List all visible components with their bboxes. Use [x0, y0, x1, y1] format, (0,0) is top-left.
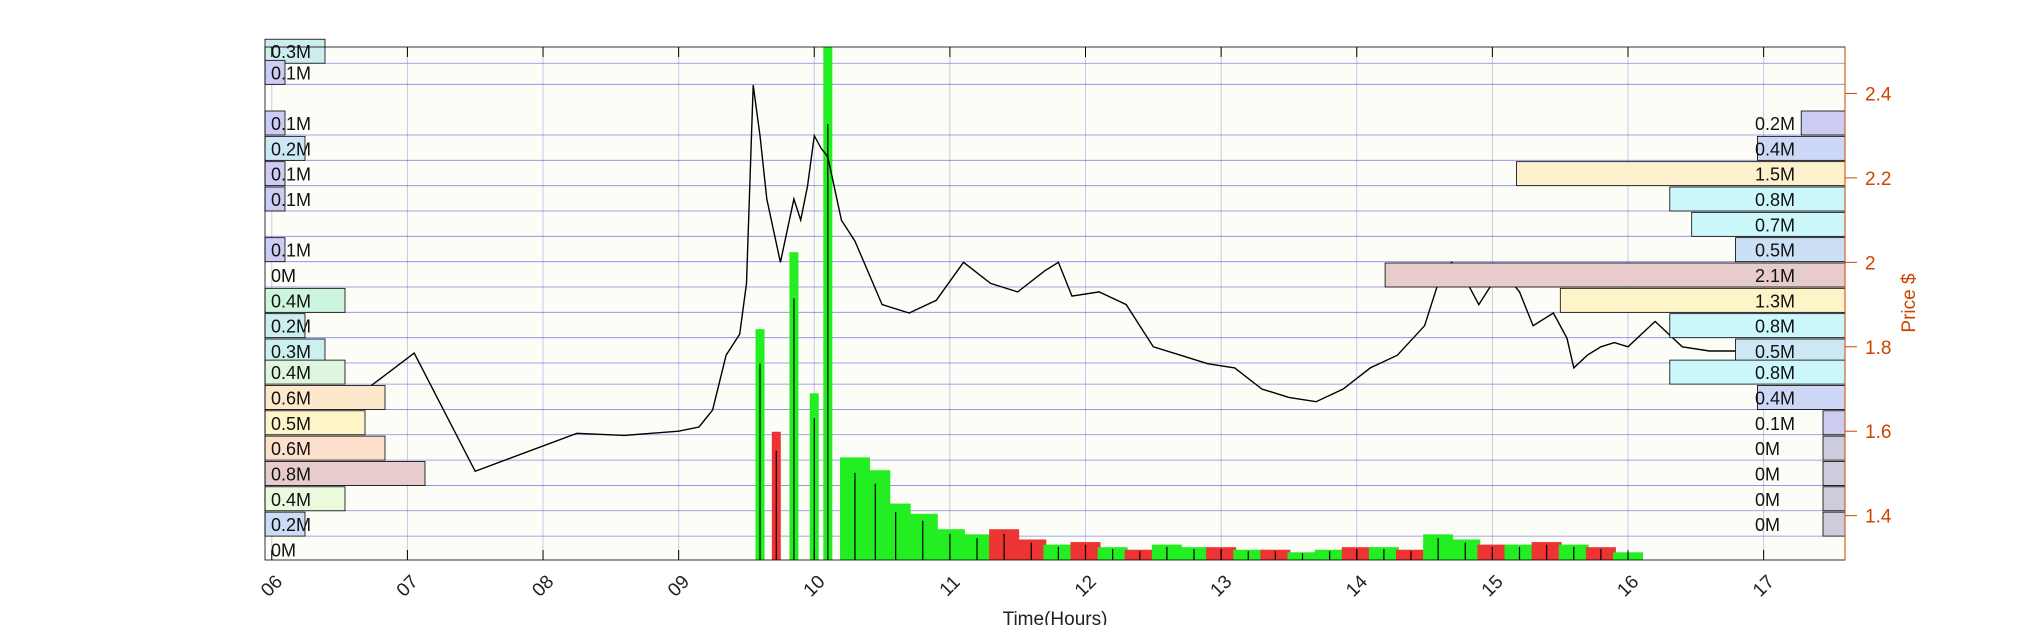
volume-profile-label: 0.8M: [271, 464, 311, 484]
volume-profile-label: 0.6M: [271, 388, 311, 408]
volume-profile-bar: [264, 511, 306, 537]
volume-profile-label: 0.2M: [271, 515, 311, 535]
x-tick-label: 17: [1749, 571, 1779, 601]
volume-profile-bar: [1822, 486, 1846, 512]
volume-profile-bar: [264, 338, 326, 364]
volume-profile-label: 0.4M: [1755, 388, 1795, 408]
price-series: [366, 84, 1737, 560]
volume-profile-bar: [1516, 161, 1846, 187]
y-axis-label: Price $: [1899, 273, 1920, 333]
volume-profile-label: 0.6M: [271, 439, 311, 459]
volume-profile-label: 0.4M: [271, 291, 311, 311]
x-tick-label: 07: [393, 571, 423, 601]
x-tick-label: 12: [1071, 571, 1101, 601]
volume-profile-bar: [264, 135, 306, 161]
volume-profile-bar: [1669, 359, 1846, 385]
volume-profile-bar: [1735, 237, 1846, 263]
y-tick-label: 1.4: [1865, 507, 1892, 528]
volume-profile-bar: [1669, 186, 1846, 212]
x-tick-label: 10: [800, 571, 830, 601]
volume-profile-label: 0.4M: [271, 490, 311, 510]
volume-profile-bar: [1822, 410, 1846, 436]
session-volume-profile: 0.3M0.1M0.1M0.2M0.1M0.1M0.1M0M0.4M0.2M0.…: [264, 38, 426, 560]
x-tick-label: 06: [257, 571, 287, 601]
volume-profile-label: 0.3M: [271, 42, 311, 62]
day-volume-profile: 0.2M0.4M1.5M0.8M0.7M0.5M2.1M1.3M0.8M0.5M…: [1384, 110, 1846, 537]
volume-profile-label: 0M: [1755, 464, 1780, 484]
volume-profile-label: 0.3M: [271, 342, 311, 362]
volume-profile-label: 0.2M: [1755, 114, 1795, 134]
volume-profile-label: 0.4M: [271, 363, 311, 383]
volume-profile-label: 0M: [1755, 515, 1780, 535]
y-axis-right: 1.4 1.6 1.8 2 2.2 2.4: [1844, 47, 1892, 560]
x-axis-label: Time(Hours): [1003, 609, 1108, 625]
volume-profile-bar: [1800, 110, 1846, 136]
volume-profile-bar: [1559, 287, 1846, 313]
volume-profile-label: 0.1M: [271, 63, 311, 83]
volume-profile-bar: [264, 385, 386, 410]
volume-profile-bar: [264, 359, 346, 385]
volume-profile-label: 0.8M: [1755, 363, 1795, 383]
volume-profile-bar: [264, 410, 366, 436]
volume-profile-bar: [1757, 385, 1846, 410]
x-tick-label: 14: [1342, 571, 1372, 601]
y-tick-label: 1.6: [1865, 422, 1891, 443]
volume-profile-bar: [264, 38, 326, 64]
volume-profile-label: 0.8M: [1755, 317, 1795, 337]
volume-profile-label: 0.7M: [1755, 215, 1795, 235]
volume-profile-bar: [1757, 135, 1846, 161]
volume-profile-bar: [1822, 435, 1846, 461]
y-tick-label: 2.2: [1865, 169, 1891, 190]
volume-profile-label: 1.5M: [1755, 165, 1795, 185]
volume-profile-label: 0.8M: [1755, 190, 1795, 210]
volume-profile-bar: [264, 435, 386, 461]
volume-profile-bar: [1669, 313, 1846, 339]
volume-profile-bar: [264, 486, 346, 512]
volume-profile-label: 0.1M: [271, 114, 311, 134]
x-tick-label: 09: [664, 571, 694, 601]
volume-profile-label: 0.4M: [1755, 139, 1795, 159]
volume-profile-label: 0.1M: [271, 241, 311, 261]
y-tick-label: 2.4: [1865, 84, 1892, 105]
volume-profile-bar: [1822, 511, 1846, 537]
volume-profile-bar: [1384, 262, 1846, 288]
x-tick-label: 11: [936, 572, 965, 601]
y-tick-label: 2: [1865, 253, 1876, 274]
volume-profile-label: 0.5M: [1755, 241, 1795, 261]
volume-profile-label: 0.1M: [1755, 414, 1795, 434]
price-line: [366, 84, 1737, 473]
volume-profile-label: 2.1M: [1755, 266, 1795, 286]
volume-profile-label: 0.2M: [271, 317, 311, 337]
volume-profile-label: 0.1M: [271, 165, 311, 185]
volume-profile-label: 1.3M: [1755, 291, 1795, 311]
volume-profile-bar: [1691, 211, 1846, 237]
x-tick-label: 15: [1478, 571, 1508, 601]
volume-profile-label: 0.2M: [271, 139, 311, 159]
volume-profile-label: 0M: [271, 540, 296, 560]
volume-profile-label: 0M: [1755, 490, 1780, 510]
x-tick-label: 08: [528, 571, 558, 601]
volume-profile-bar: [1822, 461, 1846, 486]
volume-profile-label: 0M: [1755, 439, 1780, 459]
volume-profile-label: 0.5M: [271, 414, 311, 434]
x-tick-label: 16: [1613, 571, 1643, 601]
volume-profile-label: 0.5M: [1755, 342, 1795, 362]
y-tick-label: 1.8: [1865, 338, 1891, 359]
volume-profile-label: 0M: [271, 266, 296, 286]
x-tick-label: 13: [1207, 571, 1237, 601]
volume-profile-label: 0.1M: [271, 190, 311, 210]
